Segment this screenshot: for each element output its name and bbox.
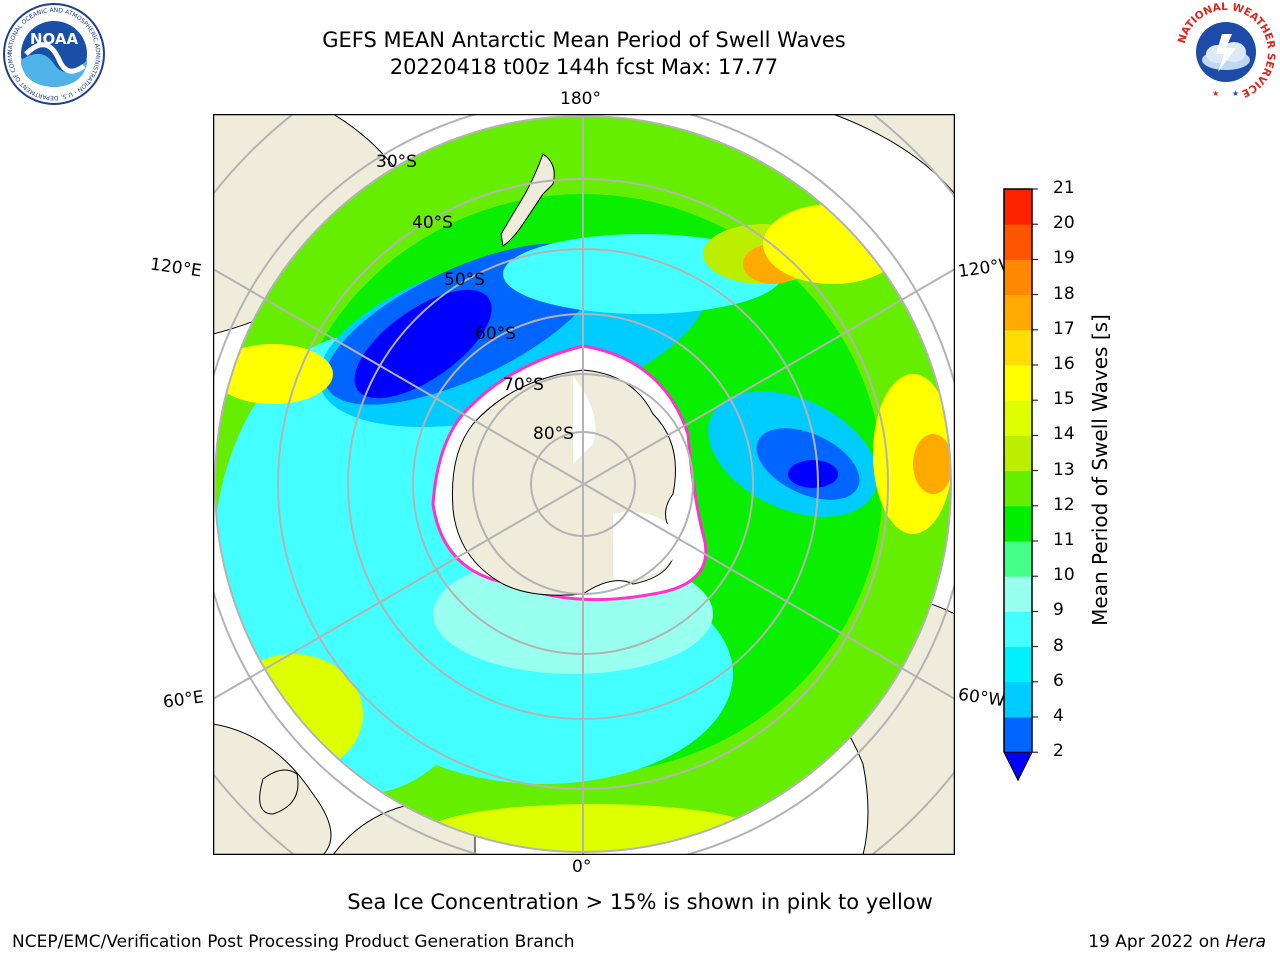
noaa-logo-text: NOAA [30, 30, 79, 48]
colorbar-tick-label: 18 [1053, 283, 1075, 304]
chart-subtitle: 20220418 t00z 144h fcst Max: 17.77 [389, 55, 779, 79]
colorbar-tick-label: 2 [1053, 741, 1064, 762]
colorbar-segment [1004, 365, 1032, 401]
colorbar-segment [1004, 541, 1032, 577]
chart-title: GEFS MEAN Antarctic Mean Period of Swell… [322, 28, 846, 52]
colorbar-segment [1004, 189, 1032, 225]
svg-text:★: ★ [1212, 89, 1219, 98]
lat-label-60s: 60°S [475, 324, 516, 344]
lat-label-30s: 30°S [376, 152, 417, 172]
lon-label-120e: 120°E [148, 254, 203, 282]
colorbar-segment [1004, 576, 1032, 612]
graticule [213, 114, 955, 855]
colorbar-tick-label: 21 [1053, 178, 1075, 198]
colorbar-segment [1004, 717, 1032, 753]
lat-label-70s: 70°S [503, 375, 544, 395]
polar-map [212, 113, 956, 856]
colorbar-tick-label: 19 [1053, 248, 1075, 269]
colorbar-tick-label: 9 [1053, 600, 1064, 621]
sea-ice-caption: Sea Ice Concentration > 15% is shown in … [347, 890, 933, 914]
colorbar-segment [1004, 611, 1032, 648]
colorbar-tick-label: 13 [1053, 459, 1075, 480]
colorbar-tick-label: 20 [1053, 213, 1075, 234]
colorbar-segment [1004, 646, 1032, 683]
colorbar-tick-label: 6 [1053, 670, 1064, 691]
lat-label-50s: 50°S [444, 270, 485, 290]
colorbar-segment [1004, 294, 1032, 331]
new-zealand [500, 153, 555, 247]
lat-label-40s: 40°S [412, 213, 453, 233]
colorbar-segment [1004, 470, 1032, 507]
colorbar-under-arrow [1003, 751, 1033, 782]
colorbar-tick-label: 14 [1053, 424, 1075, 445]
lon-label-0: 0° [572, 857, 592, 877]
noaa-logo: NATIONAL OCEANIC AND ATMOSPHERIC ADMINIS… [0, 0, 106, 106]
nws-logo: NATIONAL WEATHER SERVICE ★ ★ [1174, 0, 1278, 104]
footer-date: 19 Apr 2022 on Hera [1088, 932, 1266, 952]
colorbar [995, 180, 1075, 790]
colorbar-segment [1004, 259, 1032, 296]
colorbar-tick-label: 10 [1053, 565, 1075, 586]
footer-date-text: 19 Apr 2022 on [1088, 932, 1226, 952]
lon-label-180: 180° [560, 89, 601, 109]
lon-label-60e: 60°E [161, 687, 206, 713]
colorbar-tick-label: 11 [1053, 530, 1075, 550]
colorbar-tick-label: 8 [1053, 635, 1064, 656]
colorbar-segment [1004, 329, 1032, 366]
svg-text:★: ★ [1232, 89, 1239, 98]
lat-label-80s: 80°S [533, 424, 574, 444]
colorbar-tick-label: 16 [1053, 354, 1075, 374]
footer-host: Hera [1225, 932, 1266, 952]
colorbar-title: Mean Period of Swell Waves [s] [1088, 314, 1113, 626]
colorbar-tick-label: 12 [1053, 494, 1075, 515]
colorbar-tick-label: 17 [1053, 318, 1075, 339]
colorbar-segment [1004, 435, 1032, 472]
colorbar-tick-label: 15 [1053, 389, 1075, 410]
colorbar-segment [1004, 400, 1032, 436]
footer-credit: NCEP/EMC/Verification Post Processing Pr… [12, 932, 575, 952]
colorbar-segment [1004, 505, 1032, 542]
colorbar-segment [1004, 681, 1032, 718]
colorbar-segment [1004, 224, 1032, 260]
colorbar-tick-label: 4 [1053, 706, 1064, 726]
